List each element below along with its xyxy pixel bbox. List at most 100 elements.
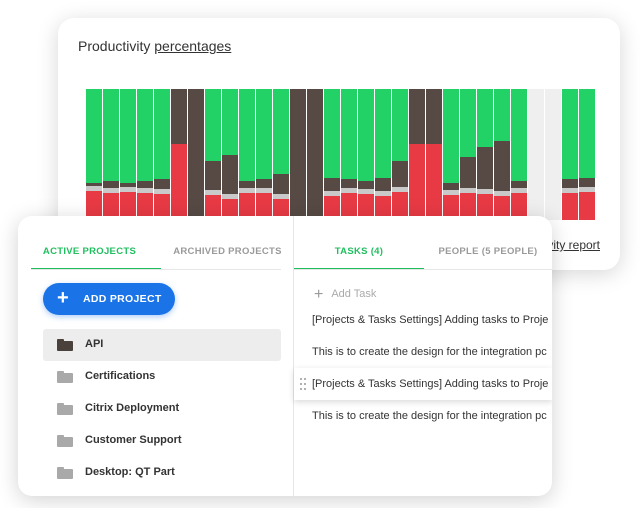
bar-segment bbox=[222, 199, 238, 220]
bar-segment bbox=[273, 194, 289, 199]
task-title: [Projects & Tasks Settings] Adding tasks… bbox=[312, 378, 549, 390]
tab-people[interactable]: PEOPLE (5 PEOPLE) bbox=[438, 246, 538, 257]
tasks-tab-divider bbox=[294, 269, 552, 270]
bar-segment bbox=[375, 89, 391, 178]
title-link[interactable]: percentages bbox=[154, 38, 232, 54]
bar-segment bbox=[120, 187, 136, 192]
bar-segment bbox=[86, 191, 102, 220]
project-item[interactable]: Customer Support bbox=[43, 425, 281, 457]
bar-segment bbox=[222, 155, 238, 194]
folder-tab bbox=[57, 467, 64, 470]
bar-segment bbox=[477, 194, 493, 220]
bar-segment bbox=[375, 196, 391, 220]
bar-segment bbox=[392, 89, 408, 161]
add-project-button[interactable]: + ADD PROJECT bbox=[43, 283, 175, 315]
productivity-bar bbox=[409, 89, 425, 220]
bar-segment bbox=[562, 188, 578, 193]
bar-segment bbox=[137, 188, 153, 193]
folder-body bbox=[57, 469, 73, 479]
add-task-button[interactable]: + Add Task bbox=[314, 284, 376, 303]
bar-segment bbox=[358, 194, 374, 220]
bar-segment bbox=[545, 89, 561, 220]
productivity-title: Productivity percentages bbox=[78, 38, 231, 54]
productivity-bar bbox=[171, 89, 187, 220]
bar-segment bbox=[103, 193, 119, 220]
bar-segment bbox=[120, 89, 136, 183]
bar-segment bbox=[205, 195, 221, 220]
bar-segment bbox=[511, 188, 527, 193]
plus-icon: + bbox=[57, 287, 69, 309]
bar-segment bbox=[443, 89, 459, 183]
project-item[interactable]: Desktop: QT Part bbox=[43, 457, 281, 489]
bar-segment bbox=[528, 89, 544, 220]
task-title: [Projects & Tasks Settings] Adding tasks… bbox=[312, 314, 549, 326]
bar-segment bbox=[358, 89, 374, 181]
bar-segment bbox=[324, 196, 340, 220]
grip-dot bbox=[300, 383, 302, 385]
project-name: API bbox=[85, 338, 104, 350]
bar-segment bbox=[307, 89, 323, 220]
bar-segment bbox=[460, 157, 476, 188]
folder-body bbox=[57, 437, 73, 447]
productivity-bar bbox=[103, 89, 119, 220]
bar-segment bbox=[392, 192, 408, 220]
bar-segment bbox=[137, 181, 153, 188]
bar-segment bbox=[426, 144, 442, 220]
project-name: Desktop: QT Part bbox=[85, 466, 175, 478]
bar-segment bbox=[494, 141, 510, 191]
folder-icon bbox=[57, 435, 73, 447]
productivity-report-link[interactable]: tivity report bbox=[541, 238, 600, 252]
productivity-bar bbox=[307, 89, 323, 220]
productivity-bar bbox=[579, 89, 595, 220]
productivity-bar bbox=[273, 89, 289, 220]
task-title: This is to create the design for the int… bbox=[312, 346, 547, 358]
bar-segment bbox=[477, 189, 493, 194]
bar-segment bbox=[222, 194, 238, 199]
bar-segment bbox=[239, 188, 255, 193]
task-item[interactable]: [Projects & Tasks Settings] Adding tasks… bbox=[294, 368, 552, 400]
productivity-bar bbox=[256, 89, 272, 220]
folder-tab bbox=[57, 435, 64, 438]
folder-body bbox=[57, 373, 73, 383]
productivity-bar bbox=[494, 89, 510, 220]
bar-segment bbox=[443, 195, 459, 220]
productivity-bar bbox=[477, 89, 493, 220]
bar-segment bbox=[409, 144, 425, 220]
bar-segment bbox=[494, 191, 510, 196]
folder-tab bbox=[57, 339, 64, 342]
bar-segment bbox=[392, 187, 408, 192]
task-item[interactable]: This is to create the design for the int… bbox=[294, 336, 552, 368]
tab-archived-projects[interactable]: ARCHIVED PROJECTS bbox=[173, 246, 282, 257]
bar-segment bbox=[392, 161, 408, 187]
task-item[interactable]: [Projects & Tasks Settings] Adding tasks… bbox=[294, 304, 552, 336]
drag-handle-icon[interactable] bbox=[300, 378, 306, 390]
folder-icon bbox=[57, 339, 73, 351]
project-item[interactable]: Citrix Deployment bbox=[43, 393, 281, 425]
bar-segment bbox=[375, 191, 391, 196]
folder-icon bbox=[57, 403, 73, 415]
task-item[interactable]: This is to create the design for the int… bbox=[294, 400, 552, 432]
productivity-bar bbox=[239, 89, 255, 220]
folder-tab bbox=[57, 403, 64, 406]
productivity-bar bbox=[290, 89, 306, 220]
project-name: Citrix Deployment bbox=[85, 402, 180, 414]
bar-segment bbox=[256, 193, 272, 220]
bar-segment bbox=[358, 181, 374, 189]
bar-segment bbox=[86, 183, 102, 186]
folder-body bbox=[57, 341, 73, 351]
grip-dot bbox=[300, 388, 302, 390]
bar-segment bbox=[273, 174, 289, 194]
tab-active-projects[interactable]: ACTIVE PROJECTS bbox=[42, 246, 137, 257]
bar-segment bbox=[273, 89, 289, 174]
bar-segment bbox=[171, 89, 187, 144]
grip-dot bbox=[304, 383, 306, 385]
project-item[interactable]: API bbox=[43, 329, 281, 361]
bar-segment bbox=[256, 188, 272, 193]
panel-divider bbox=[293, 216, 294, 496]
project-item[interactable]: Certifications bbox=[43, 361, 281, 393]
bar-segment bbox=[222, 89, 238, 155]
grip-dot bbox=[304, 378, 306, 380]
tab-tasks[interactable]: TASKS (4) bbox=[334, 246, 384, 257]
productivity-bar bbox=[86, 89, 102, 220]
bar-segment bbox=[511, 193, 527, 220]
